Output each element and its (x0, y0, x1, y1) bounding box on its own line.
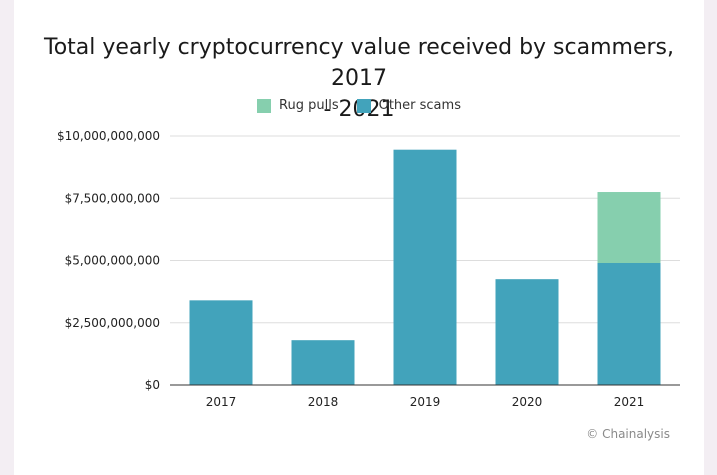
x-axis-tick-labels: 2017 2018 2019 2020 2021 (206, 395, 645, 409)
chart-legend: Rug pulls Other scams (14, 98, 704, 113)
legend-swatch-rug-pulls (257, 98, 272, 113)
chart-card: Total yearly cryptocurrency value receiv… (14, 0, 704, 475)
x-tick-label: 2018 (308, 395, 339, 409)
legend-item-other-scams: Other scams (356, 98, 461, 113)
x-tick-label: 2017 (206, 395, 237, 409)
bar-other-scams-2017 (189, 300, 253, 385)
y-tick-label: $7,500,000,000 (65, 191, 160, 205)
bars (189, 149, 661, 385)
x-tick-label: 2021 (614, 395, 645, 409)
legend-swatch-other-scams (356, 98, 371, 113)
bar-rug-pulls-2021 (597, 192, 661, 263)
chart-title-line-1: Total yearly cryptocurrency value receiv… (44, 35, 674, 91)
x-tick-label: 2019 (410, 395, 441, 409)
x-tick-label: 2020 (512, 395, 543, 409)
bar-other-scams-2021 (597, 262, 661, 385)
y-tick-label: $2,500,000,000 (65, 316, 160, 330)
bar-other-scams-2019 (393, 149, 457, 385)
bar-chart: $0 $2,500,000,000 $5,000,000,000 $7,500,000… (57, 129, 680, 409)
source-credit: © Chainalysis (586, 427, 670, 441)
y-tick-label: $5,000,000,000 (65, 254, 160, 268)
legend-label-other-scams: Other scams (378, 98, 461, 113)
chart-title: Total yearly cryptocurrency value receiv… (14, 32, 704, 125)
bar-other-scams-2018 (291, 340, 355, 385)
legend-item-rug-pulls: Rug pulls (257, 98, 339, 113)
y-axis-tick-labels: $0 $2,500,000,000 $5,000,000,000 $7,500,000… (57, 129, 160, 392)
legend-label-rug-pulls: Rug pulls (279, 98, 339, 113)
y-tick-label: $0 (145, 378, 160, 392)
bar-other-scams-2020 (495, 279, 559, 385)
y-tick-label: $10,000,000,000 (57, 129, 160, 143)
